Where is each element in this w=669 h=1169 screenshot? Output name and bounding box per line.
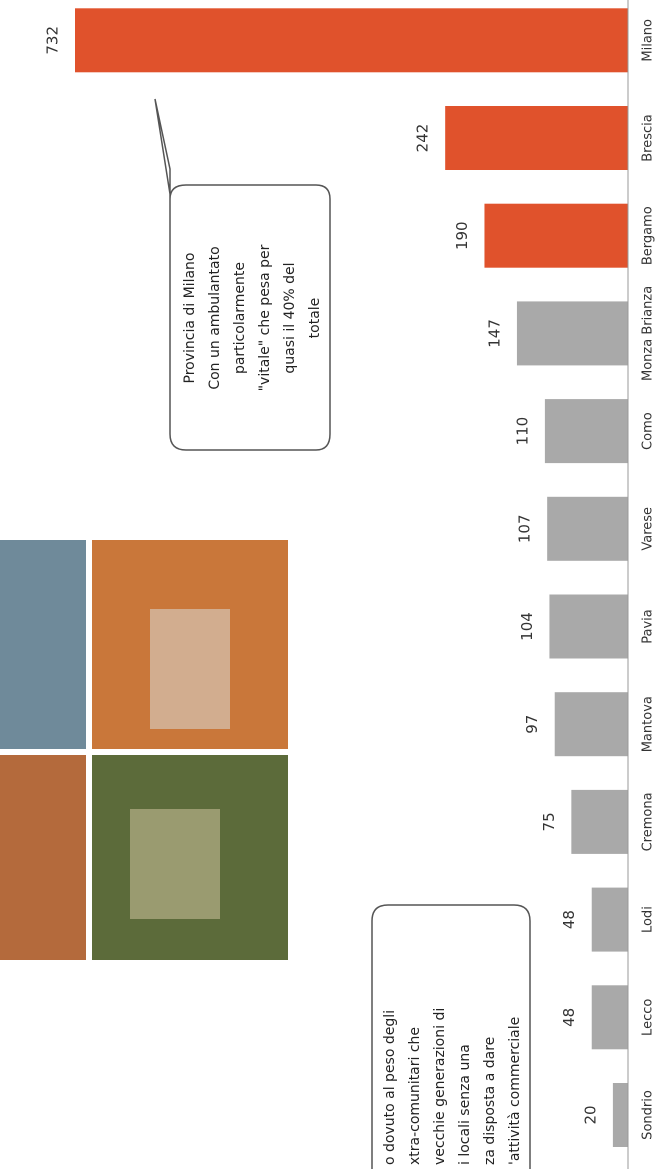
value-label: 48 [560, 910, 578, 929]
callout-text: o dovuto al peso degli [382, 1010, 398, 1165]
x-tick-label: Milano [641, 19, 656, 62]
x-tick-label: Lecco [641, 999, 656, 1036]
bar [554, 692, 629, 757]
callout-text: quasi il 40% del [282, 262, 298, 373]
x-tick-label: Brescia [641, 114, 656, 161]
bar [544, 399, 629, 464]
photo [0, 755, 86, 960]
callout-text: i locali senza una [457, 1044, 473, 1165]
callout-text: "vitale" che pesa per [257, 244, 273, 391]
x-tick-label: Cremona [641, 792, 656, 851]
callout-text: vecchie generazioni di [432, 1008, 448, 1165]
x-tick-label: Pavia [641, 609, 656, 644]
value-label: 75 [540, 812, 558, 831]
callout-box [154, 98, 331, 451]
callout-text: za disposta a dare [482, 1037, 498, 1165]
value-label: 190 [453, 221, 471, 250]
value-label: 110 [513, 417, 531, 446]
x-tick-label: Bergamo [641, 206, 656, 265]
callout-text: totale [307, 298, 323, 339]
callout-text: 'attività commerciale [507, 1017, 523, 1165]
value-label: 97 [523, 715, 541, 734]
bar [516, 301, 628, 366]
x-tick-label: Monza Brianza [641, 286, 656, 381]
x-tick-label: Mantova [641, 696, 656, 752]
bar [549, 594, 629, 659]
photo [130, 809, 220, 919]
x-tick-label: Lodi [641, 906, 656, 933]
bar [484, 203, 629, 268]
bar [75, 8, 628, 73]
callout-box [371, 904, 531, 1169]
photo [0, 540, 86, 749]
bar [612, 1083, 628, 1147]
x-tick-label: Varese [641, 507, 656, 551]
photo-collage [0, 540, 288, 960]
bar [591, 887, 629, 952]
value-label: 732 [44, 26, 62, 55]
bar [591, 985, 629, 1050]
callout-text: Provincia di Milano [182, 253, 198, 384]
callout: Provincia di Milano Con un ambulantato par… [154, 98, 331, 451]
x-tick-label: Sondrio [641, 1090, 656, 1140]
bar [547, 496, 628, 561]
value-label: 48 [560, 1008, 578, 1027]
value-label: 104 [518, 612, 536, 641]
value-label: 242 [414, 124, 432, 153]
photo [150, 609, 230, 729]
bar [445, 106, 628, 170]
value-label: 20 [581, 1105, 599, 1124]
value-label: 107 [516, 514, 534, 543]
callout-text: Con un ambulantato [207, 246, 223, 389]
callout-text: xtra-comunitari che [407, 1027, 423, 1165]
bar [571, 789, 628, 854]
callout: o dovuto al peso degli xtra-comunitari ch… [371, 904, 531, 1169]
x-tick-label: Como [641, 412, 656, 450]
callout-text: particolarmente [232, 262, 248, 374]
value-label: 147 [485, 319, 503, 348]
